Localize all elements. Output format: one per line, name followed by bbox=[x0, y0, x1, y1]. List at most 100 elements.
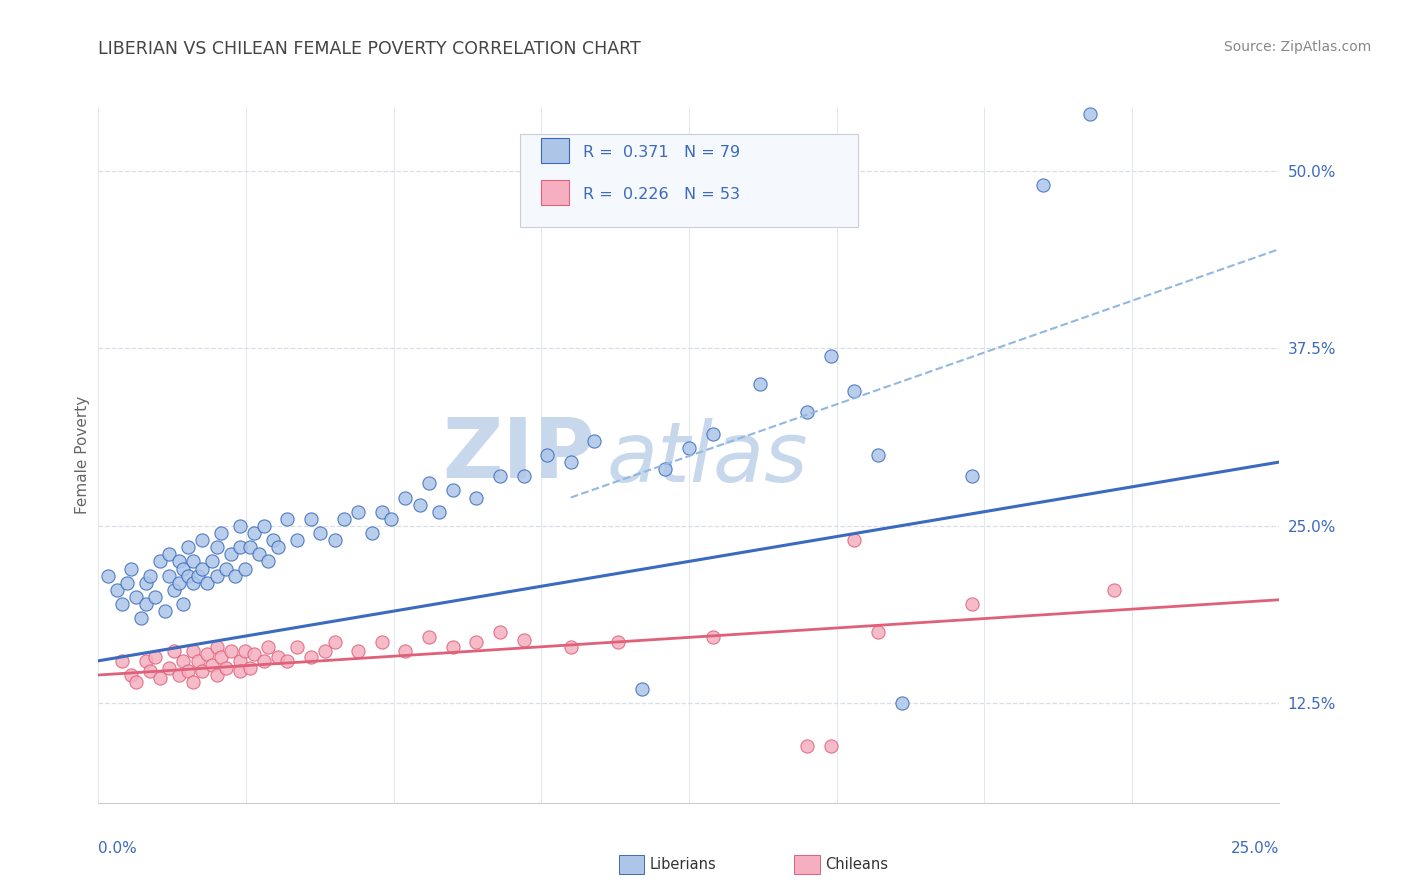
Text: ZIP: ZIP bbox=[441, 415, 595, 495]
Point bbox=[267, 649, 290, 664]
Point bbox=[129, 611, 152, 625]
Point bbox=[820, 739, 842, 753]
Point bbox=[1032, 178, 1054, 193]
Text: Chileans: Chileans bbox=[825, 857, 889, 871]
Point bbox=[201, 658, 224, 673]
Point bbox=[333, 512, 356, 526]
Point bbox=[181, 644, 204, 658]
Point bbox=[380, 512, 402, 526]
Point bbox=[157, 568, 180, 582]
Point bbox=[418, 476, 440, 491]
Point bbox=[229, 540, 252, 554]
Point bbox=[408, 498, 430, 512]
Point bbox=[163, 644, 186, 658]
Point bbox=[177, 568, 200, 582]
Point bbox=[890, 697, 912, 711]
Point bbox=[314, 644, 336, 658]
Point bbox=[512, 469, 534, 483]
Point bbox=[371, 635, 394, 649]
Point bbox=[229, 519, 252, 533]
Point bbox=[187, 654, 209, 668]
Point bbox=[149, 554, 172, 568]
Point bbox=[149, 671, 172, 685]
Point bbox=[512, 632, 534, 647]
Point bbox=[139, 568, 162, 582]
Point bbox=[796, 405, 818, 419]
Point bbox=[394, 644, 416, 658]
Point bbox=[135, 654, 157, 668]
Text: 0.0%: 0.0% bbox=[98, 841, 138, 856]
Point bbox=[489, 625, 512, 640]
Point bbox=[205, 540, 228, 554]
Point bbox=[167, 554, 190, 568]
Point bbox=[205, 668, 228, 682]
Point bbox=[866, 625, 889, 640]
Point bbox=[253, 519, 276, 533]
Point bbox=[465, 491, 488, 505]
Point bbox=[347, 505, 370, 519]
Point bbox=[285, 533, 308, 548]
Point bbox=[111, 654, 134, 668]
Point bbox=[177, 664, 200, 678]
Text: LIBERIAN VS CHILEAN FEMALE POVERTY CORRELATION CHART: LIBERIAN VS CHILEAN FEMALE POVERTY CORRE… bbox=[98, 40, 641, 58]
Point bbox=[105, 582, 128, 597]
Text: 25.0%: 25.0% bbox=[1232, 841, 1279, 856]
Point bbox=[181, 575, 204, 590]
Point bbox=[361, 526, 384, 541]
Point bbox=[209, 526, 232, 541]
Point bbox=[654, 462, 676, 476]
Point bbox=[394, 491, 416, 505]
Point bbox=[465, 635, 488, 649]
Point bbox=[702, 630, 724, 644]
Point bbox=[1080, 107, 1102, 121]
Point bbox=[157, 547, 180, 561]
Point bbox=[172, 597, 194, 611]
Point bbox=[299, 649, 322, 664]
Point bbox=[97, 568, 120, 582]
Y-axis label: Female Poverty: Female Poverty bbox=[75, 396, 90, 514]
Point bbox=[418, 630, 440, 644]
Point bbox=[125, 590, 148, 604]
Point bbox=[247, 547, 270, 561]
Point bbox=[135, 575, 157, 590]
Point bbox=[157, 661, 180, 675]
Point bbox=[583, 434, 606, 448]
Text: R =  0.371   N = 79: R = 0.371 N = 79 bbox=[583, 145, 741, 160]
Point bbox=[239, 661, 262, 675]
Point bbox=[560, 640, 582, 654]
Point bbox=[219, 644, 242, 658]
Point bbox=[139, 664, 162, 678]
Point bbox=[135, 597, 157, 611]
Point bbox=[285, 640, 308, 654]
Point bbox=[678, 441, 700, 455]
Point bbox=[243, 647, 266, 661]
Point bbox=[172, 654, 194, 668]
Text: Source: ZipAtlas.com: Source: ZipAtlas.com bbox=[1223, 40, 1371, 54]
Point bbox=[276, 512, 298, 526]
Point bbox=[441, 483, 464, 498]
Point bbox=[143, 649, 166, 664]
Point bbox=[323, 533, 346, 548]
Text: R =  0.226   N = 53: R = 0.226 N = 53 bbox=[583, 187, 741, 202]
Point bbox=[205, 568, 228, 582]
Point bbox=[243, 526, 266, 541]
Point bbox=[181, 554, 204, 568]
Point bbox=[177, 540, 200, 554]
Point bbox=[167, 668, 190, 682]
Point bbox=[702, 426, 724, 441]
Point bbox=[1102, 582, 1125, 597]
Point bbox=[111, 597, 134, 611]
Point bbox=[229, 664, 252, 678]
Point bbox=[347, 644, 370, 658]
Text: Liberians: Liberians bbox=[650, 857, 716, 871]
Point bbox=[962, 469, 984, 483]
Point bbox=[125, 675, 148, 690]
Point bbox=[866, 448, 889, 462]
Point bbox=[441, 640, 464, 654]
Point bbox=[489, 469, 512, 483]
Point bbox=[219, 547, 242, 561]
Point bbox=[229, 654, 252, 668]
Point bbox=[536, 448, 558, 462]
Point bbox=[299, 512, 322, 526]
Point bbox=[195, 647, 218, 661]
